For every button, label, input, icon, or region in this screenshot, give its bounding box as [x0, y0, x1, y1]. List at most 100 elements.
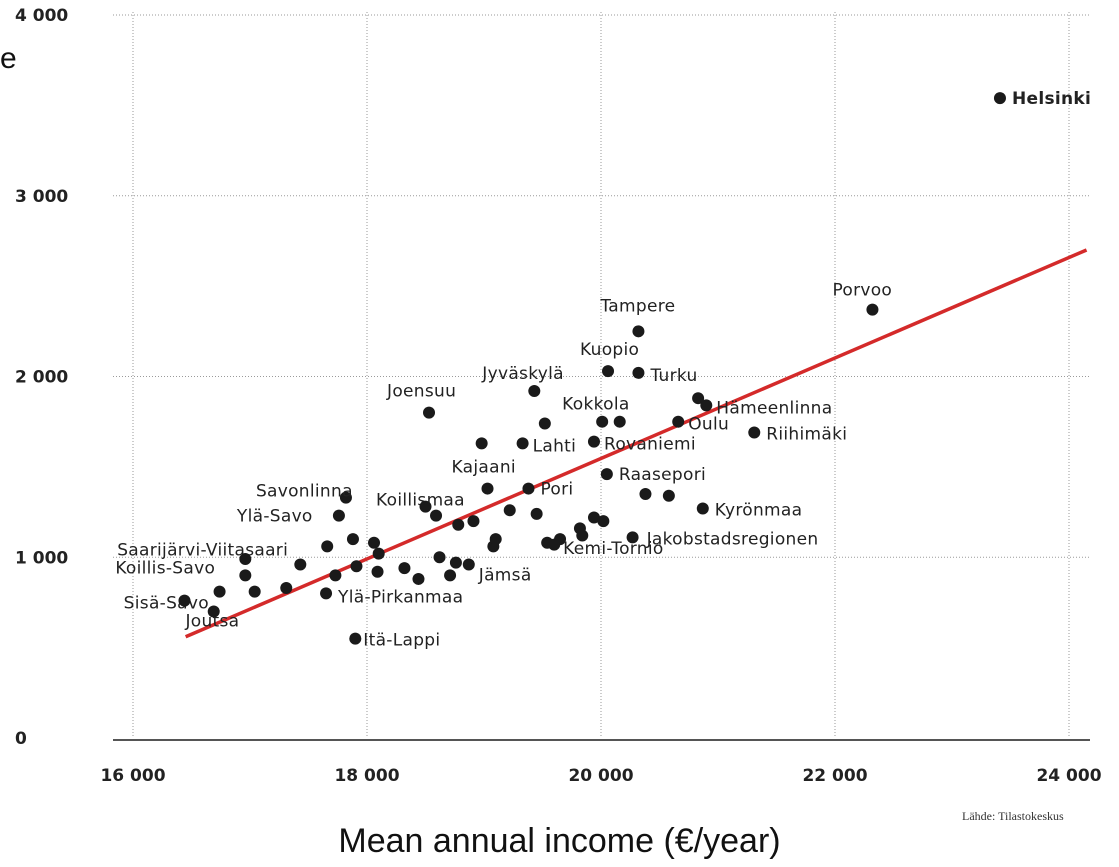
point-label: Turku: [649, 366, 697, 386]
data-point: [371, 565, 384, 578]
data-point: [489, 533, 502, 546]
data-point: [444, 569, 457, 582]
data-point: [662, 489, 675, 502]
data-point: [516, 437, 529, 450]
data-point: [503, 504, 516, 517]
data-point: [692, 392, 705, 405]
data-point: [613, 415, 626, 428]
data-point: [481, 482, 494, 495]
data-point: [430, 509, 443, 522]
point-label: Savonlinna: [256, 482, 353, 502]
axis-layer: 0 1 000 2 000 3 000 4 000 16 000 18 000 20 000 2…: [15, 6, 1102, 786]
data-point: [530, 507, 543, 520]
data-point: [696, 502, 709, 515]
y-tick-label: 1 000: [15, 548, 68, 568]
data-point: [346, 533, 359, 546]
data-point: [700, 399, 713, 412]
data-point: [626, 531, 639, 544]
point-label: Itä-Lappi: [363, 631, 440, 651]
points-layer: Helsinki Porvoo Tampere Kuopio Turku Jyväskyl…: [115, 89, 1091, 650]
data-point: [600, 468, 613, 481]
data-point: [632, 366, 645, 379]
point-label: Kokkola: [562, 395, 629, 415]
data-point: [372, 547, 385, 560]
point-label: Ylä-Savo: [236, 507, 313, 527]
data-point: [433, 551, 446, 564]
x-tick-label: 16 000: [100, 766, 165, 786]
point-label: Hämeenlinna: [716, 398, 832, 418]
data-point: [632, 325, 645, 338]
y-tick-label: 0: [15, 729, 27, 749]
point-label: Riihimäki: [766, 425, 847, 445]
data-point: [597, 515, 610, 528]
data-point: [602, 365, 615, 378]
data-point: [207, 605, 220, 618]
point-label: Raasepori: [619, 465, 706, 485]
data-point: [522, 482, 535, 495]
point-label: Jyväskylä: [481, 364, 564, 384]
y-tick-label: 2 000: [15, 368, 68, 388]
point-label: Kajaani: [452, 458, 516, 478]
data-point: [368, 536, 381, 549]
point-label: Oulu: [688, 415, 729, 435]
data-point: [467, 515, 480, 528]
y-tick-label: 3 000: [15, 187, 68, 207]
data-point: [419, 500, 432, 513]
data-point: [639, 487, 652, 500]
data-point: [587, 511, 600, 524]
point-label: Kuopio: [580, 340, 639, 360]
data-point: [239, 569, 252, 582]
point-label: Jämsä: [478, 565, 532, 585]
data-point: [866, 303, 879, 316]
x-axis-label: Mean annual income (€/year): [338, 822, 781, 860]
point-label: Sisä-Savo: [124, 594, 209, 614]
data-point: [538, 417, 551, 430]
data-point: [349, 632, 362, 645]
data-point: [475, 437, 488, 450]
point-label: Joensuu: [386, 382, 456, 402]
x-tick-label: 22 000: [802, 766, 867, 786]
point-label: Joutsa: [184, 612, 239, 632]
data-point: [672, 415, 685, 428]
point-label: Rovaniemi: [604, 435, 696, 455]
data-point: [576, 529, 589, 542]
data-point: [412, 572, 425, 585]
data-point: [294, 558, 307, 571]
data-point: [462, 558, 475, 571]
point-label: Kemi-Tornio: [563, 539, 663, 559]
data-point: [452, 518, 465, 531]
data-point: [280, 581, 293, 594]
point-label: Jakobstadsregionen: [646, 529, 819, 549]
data-point: [339, 491, 352, 504]
source-note: Lähde: Tilastokeskus: [962, 809, 1064, 823]
data-point: [528, 384, 541, 397]
data-point: [332, 509, 345, 522]
point-label: Lahti: [533, 436, 577, 456]
data-point: [320, 587, 333, 600]
data-point: [596, 415, 609, 428]
data-point: [423, 406, 436, 419]
data-point: [350, 560, 363, 573]
y-tick-label: 4 000: [15, 6, 68, 26]
point-label: Tampere: [599, 296, 675, 316]
point-label: Helsinki: [1012, 89, 1091, 109]
data-point: [554, 533, 567, 546]
data-point: [398, 562, 411, 575]
grid-layer: [113, 12, 1090, 738]
data-point: [321, 540, 334, 553]
point-label: Ylä-Pirkanmaa: [337, 587, 463, 607]
data-point: [587, 435, 600, 448]
data-point: [993, 92, 1006, 105]
y-axis-label-fragment: e: [0, 42, 17, 75]
x-tick-label: 18 000: [334, 766, 399, 786]
point-label: Kyrönmaa: [715, 500, 803, 520]
data-point: [248, 585, 261, 598]
point-label: Porvoo: [832, 281, 892, 301]
point-label: Koillismaa: [376, 491, 465, 511]
x-tick-label: 20 000: [568, 766, 633, 786]
x-tick-label: 24 000: [1036, 766, 1101, 786]
data-point: [449, 556, 462, 569]
data-point: [213, 585, 226, 598]
data-point: [178, 594, 191, 607]
